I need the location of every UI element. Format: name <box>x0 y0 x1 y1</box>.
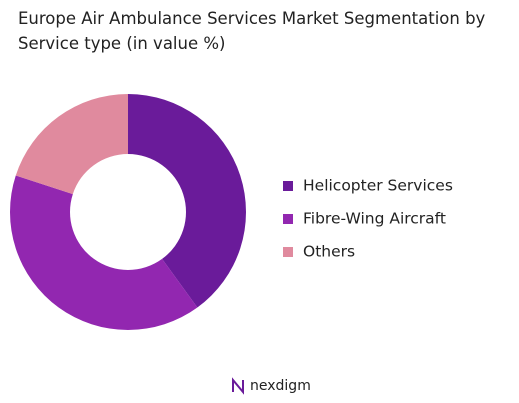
donut-slice <box>9 175 198 330</box>
legend-swatch <box>283 247 293 257</box>
brand-logo <box>232 377 244 395</box>
legend-label: Fibre-Wing Aircraft <box>303 210 446 228</box>
chart-title: Europe Air Ambulance Services Market Seg… <box>18 9 486 53</box>
legend-swatch <box>283 214 293 224</box>
legend-label: Others <box>303 243 355 261</box>
donut-slice <box>128 94 247 308</box>
donut-slice <box>15 94 129 195</box>
brand-name: nexdigm <box>250 378 311 394</box>
legend-swatch <box>283 181 293 191</box>
legend-label: Helicopter Services <box>303 177 453 195</box>
